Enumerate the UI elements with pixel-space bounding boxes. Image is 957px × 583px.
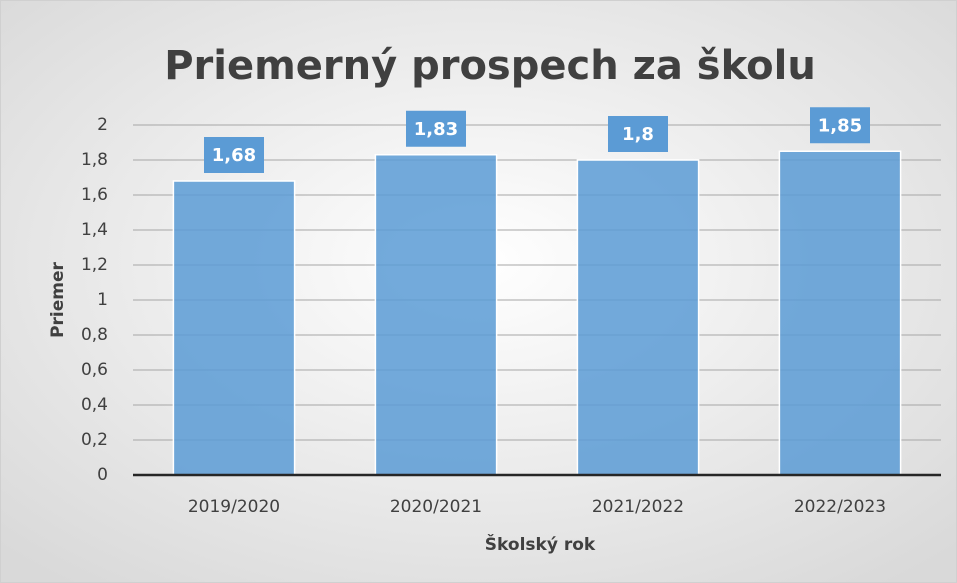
x-tick-label: 2021/2022: [592, 497, 684, 517]
y-tick-label: 1,6: [81, 185, 108, 205]
bar: [172, 180, 296, 476]
data-label-box: [608, 116, 668, 152]
data-label: 1,85: [818, 115, 862, 136]
y-tick-label: 0,6: [81, 360, 108, 380]
x-axis-title: Školský rok: [485, 533, 596, 555]
bar: [778, 150, 902, 476]
y-tick-label: 0,2: [81, 430, 108, 450]
y-axis-title: Priemer: [48, 261, 68, 337]
data-label: 1,8: [622, 124, 654, 145]
data-label-box: [204, 137, 264, 173]
y-tick-label: 1: [97, 290, 108, 310]
y-tick-label: 1,8: [81, 150, 108, 170]
x-tick-label: 2022/2023: [794, 497, 886, 517]
y-tick-label: 1,4: [81, 220, 108, 240]
data-label: 1,83: [414, 119, 458, 140]
data-label: 1,68: [212, 145, 256, 166]
data-label-box: [406, 110, 466, 147]
y-tick-label: 0,8: [81, 325, 108, 345]
y-tick-label: 0: [97, 465, 108, 485]
y-tick-label: 2: [97, 115, 108, 135]
x-tick-label: 2019/2020: [188, 497, 280, 517]
bar: [374, 154, 498, 476]
y-tick-label: 1,2: [81, 255, 108, 275]
data-label-box: [810, 107, 870, 144]
bar: [576, 159, 700, 476]
chart-title: Priemerný prospech za školu: [164, 43, 816, 89]
y-tick-label: 0,4: [81, 395, 108, 415]
x-tick-label: 2020/2021: [390, 497, 482, 517]
